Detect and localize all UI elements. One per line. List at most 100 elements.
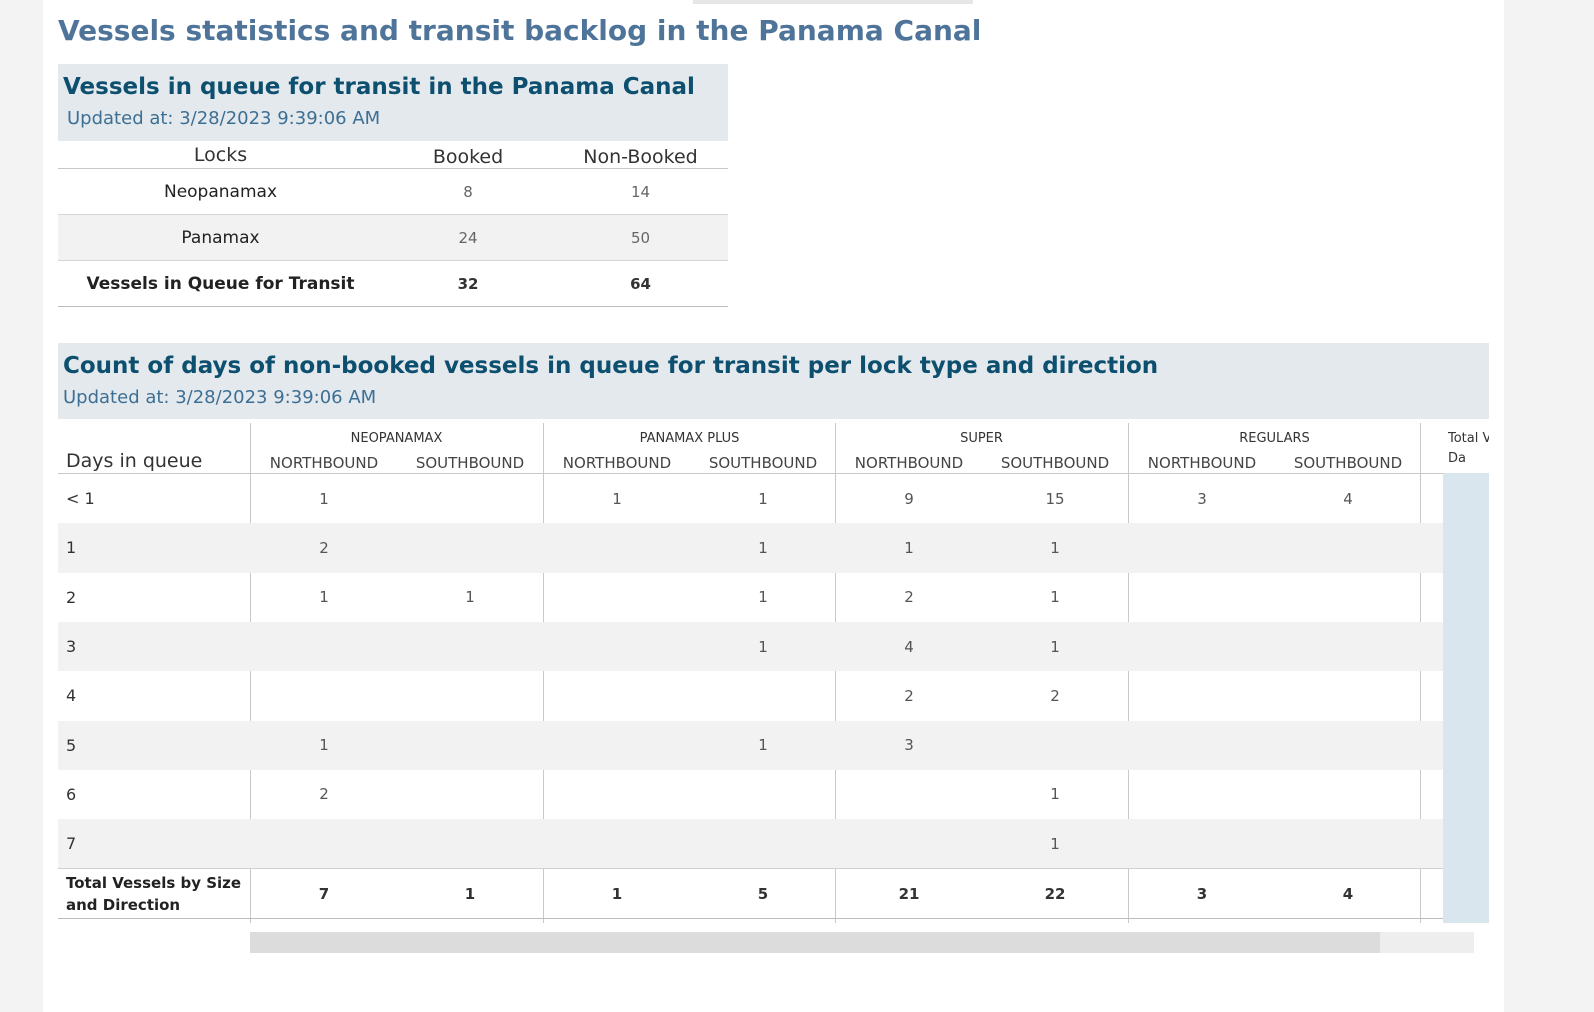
count-cell (835, 819, 983, 868)
count-cell: 2 (319, 785, 329, 804)
count-cell (250, 622, 398, 671)
count-cell: 1 (612, 489, 622, 508)
table-row: 1 2 1 1 1 (58, 523, 1443, 573)
column-divider (250, 423, 251, 923)
table-row: 6 2 1 (58, 770, 1443, 819)
table-row: Neopanamax 8 14 (58, 169, 728, 215)
count-cell (835, 770, 983, 819)
total-cell: 4 (1342, 884, 1354, 903)
count-cell (396, 770, 544, 819)
column-header-booked: Booked (432, 146, 504, 168)
count-cell: 1 (319, 588, 329, 607)
total-cell: 21 (898, 884, 920, 903)
count-cell (689, 671, 837, 720)
count-cell: 4 (904, 637, 914, 656)
total-cell: 3 (1196, 884, 1208, 903)
days-label: 3 (66, 637, 77, 657)
count-cell (396, 819, 544, 868)
count-cell (543, 770, 691, 819)
column-divider (1128, 423, 1129, 923)
count-cell (396, 523, 544, 572)
table-row: Panamax 24 50 (58, 215, 728, 261)
booked-total: 32 (457, 274, 479, 293)
count-cell (396, 671, 544, 720)
total-cell: 5 (757, 884, 769, 903)
count-cell (396, 622, 544, 671)
booked-count: 24 (458, 228, 478, 247)
non-booked-count: 50 (630, 228, 651, 247)
count-cell (543, 622, 691, 671)
count-cell (250, 671, 398, 720)
table-row: 4 2 2 (58, 671, 1443, 720)
count-cell: 2 (904, 588, 914, 607)
locks-table-header: Locks Booked Non-Booked (58, 141, 728, 169)
total-cell: 1 (464, 884, 476, 903)
total-row-label: Total Vessels by Size and Direction (66, 869, 241, 918)
count-cell (1274, 622, 1422, 671)
count-cell: 1 (758, 637, 768, 656)
total-column (1443, 473, 1489, 923)
lock-name: Panamax (181, 227, 260, 248)
count-cell (1128, 523, 1276, 572)
total-label: Vessels in Queue for Transit (86, 273, 355, 294)
table-total-row: Vessels in Queue for Transit 32 64 (58, 261, 728, 307)
direction-header: SOUTHBOUND (1293, 454, 1403, 472)
page-title: Vessels statistics and transit backlog i… (58, 14, 982, 47)
count-cell (396, 721, 544, 770)
count-cell (1128, 573, 1276, 622)
count-cell: 1 (1050, 588, 1060, 607)
queue-panel-title: Vessels in queue for transit in the Pana… (63, 74, 695, 100)
table-row: < 1 1 1 1 9 15 3 4 (58, 474, 1443, 523)
group-header-super: SUPER (960, 430, 1003, 446)
dashboard-page: Vessels statistics and transit backlog i… (43, 0, 1504, 1012)
count-cell (981, 721, 1129, 770)
count-cell: 3 (1197, 489, 1207, 508)
group-header-neopanamax: NEOPANAMAX (350, 430, 443, 446)
count-cell (396, 474, 544, 523)
direction-header: SOUTHBOUND (708, 454, 818, 472)
column-header-non-booked: Non-Booked (583, 146, 698, 168)
column-divider (1420, 423, 1421, 923)
count-cell: 1 (319, 489, 329, 508)
horizontal-scrollbar[interactable] (250, 932, 1474, 953)
count-cell: 1 (1050, 834, 1060, 853)
count-cell (543, 523, 691, 572)
booked-count: 8 (463, 182, 473, 201)
table-total-row: Total Vessels by Size and Direction 7 1 1 5 21… (58, 868, 1443, 920)
days-panel-updated: Updated at: 3/28/2023 9:39:06 AM (63, 387, 377, 408)
direction-header: NORTHBOUND (562, 454, 672, 472)
direction-header: NORTHBOUND (1147, 454, 1257, 472)
count-cell (1128, 721, 1276, 770)
count-cell: 9 (904, 489, 914, 508)
days-panel-header: Count of days of non-booked vessels in q… (58, 343, 1489, 419)
total-cell: 1 (611, 884, 623, 903)
direction-header: SOUTHBOUND (415, 454, 525, 472)
days-label: 4 (66, 686, 77, 706)
count-cell (1274, 523, 1422, 572)
days-panel-title: Count of days of non-booked vessels in q… (63, 353, 1159, 379)
direction-header: SOUTHBOUND (1000, 454, 1110, 472)
count-cell (1274, 770, 1422, 819)
days-queue-table: Total V Da Days in queue NEOPANAMAX NORTH… (58, 423, 1489, 923)
count-cell: 1 (1050, 538, 1060, 557)
count-cell: 1 (1050, 637, 1060, 656)
total-row-label-line2: and Direction (66, 895, 181, 914)
total-cell: 7 (318, 884, 330, 903)
total-header-line1: Total V Da (1448, 431, 1489, 466)
table-row: 5 1 1 3 (58, 720, 1443, 770)
days-label: 1 (66, 538, 77, 558)
non-booked-total: 64 (630, 274, 651, 293)
group-header-regulars: REGULARS (1239, 430, 1310, 446)
scrollbar-thumb[interactable] (250, 932, 1380, 953)
count-cell: 2 (319, 538, 329, 557)
count-cell: 3 (904, 736, 914, 755)
locks-table: Locks Booked Non-Booked Neopanamax 8 14 … (58, 141, 728, 307)
queue-panel-updated: Updated at: 3/28/2023 9:39:06 AM (67, 108, 381, 129)
count-cell (1128, 622, 1276, 671)
count-cell (1274, 721, 1422, 770)
direction-header: NORTHBOUND (854, 454, 964, 472)
count-cell: 1 (758, 538, 768, 557)
days-label: 7 (66, 834, 77, 854)
total-cell: 22 (1044, 884, 1066, 903)
top-divider (693, 0, 973, 4)
